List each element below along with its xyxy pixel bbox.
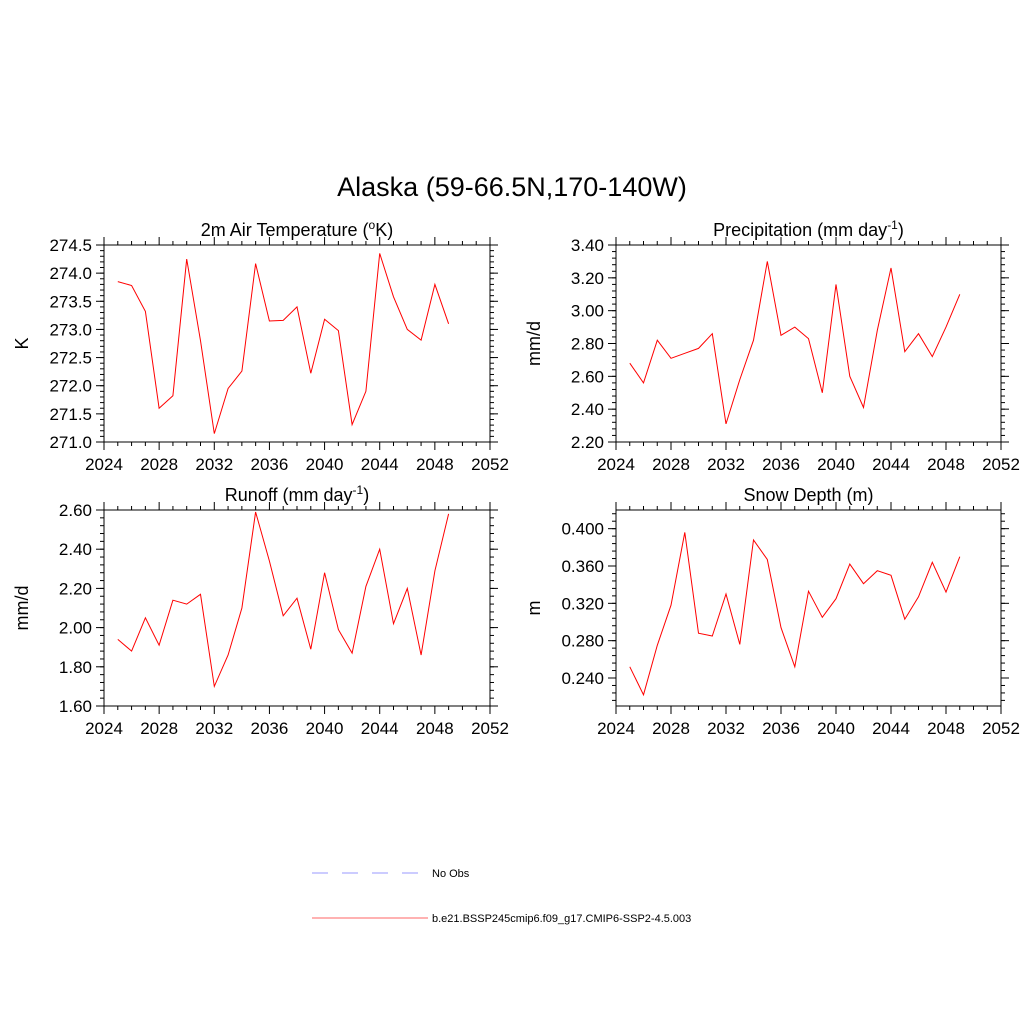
x-tick-label: 2028: [140, 455, 178, 474]
y-tick-label: 273.5: [49, 292, 92, 311]
x-tick-label: 2052: [982, 455, 1020, 474]
x-tick-label: 2048: [927, 455, 965, 474]
legend-label-no-obs: No Obs: [432, 868, 470, 880]
y-tick-label: 274.5: [49, 236, 92, 255]
y-tick-label: 2.20: [59, 579, 92, 598]
y-tick-label: 0.240: [561, 669, 604, 688]
x-tick-label: 2044: [872, 719, 910, 738]
x-tick-label: 2044: [361, 455, 399, 474]
panel-title: Runoff (mm day-1): [225, 483, 369, 505]
x-tick-label: 2044: [872, 455, 910, 474]
panel-1: 2024 2028 2032 2036 2040 2044 2048 2052 271.0 271…: [12, 218, 509, 474]
x-tick-label: 2040: [306, 455, 344, 474]
y-axis-label: K: [12, 337, 32, 349]
plot-frame: [103, 244, 491, 443]
y-tick-label: 3.20: [571, 269, 604, 288]
plot-frame: [615, 244, 1002, 443]
plot-frame: [103, 509, 491, 707]
y-tick-label: 2.60: [59, 501, 92, 520]
x-tick-label: 2032: [195, 455, 233, 474]
y-tick-label: 272.5: [49, 349, 92, 368]
y-tick-label: 2.20: [571, 433, 604, 452]
x-tick-label: 2040: [306, 719, 344, 738]
y-tick-label: 0.280: [561, 632, 604, 651]
y-tick-label: 0.360: [561, 557, 604, 576]
x-tick-label: 2048: [416, 455, 454, 474]
plot-frame: [615, 509, 1002, 707]
legend: No Obs b.e21.BSSP245cmip6.f09_g17.CMIP6-…: [312, 868, 691, 925]
panel-title: 2m Air Temperature (oK): [201, 218, 393, 240]
x-tick-label: 2052: [471, 455, 509, 474]
x-tick-label: 2036: [762, 719, 800, 738]
x-tick-label: 2036: [251, 455, 289, 474]
panel-2: 2024 2028 2032 2036 2040 2044 2048 2052 2.20 2.40…: [524, 218, 1020, 474]
y-tick-label: 3.00: [571, 302, 604, 321]
x-tick-label: 2024: [85, 455, 123, 474]
x-tick-label: 2028: [140, 719, 178, 738]
panel-3: 2024 2028 2032 2036 2040 2044 2048 2052 1.60 1.80…: [12, 483, 509, 738]
x-tick-label: 2032: [195, 719, 233, 738]
x-tick-label: 2032: [707, 719, 745, 738]
y-tick-label: 2.80: [571, 335, 604, 354]
x-tick-label: 2032: [707, 455, 745, 474]
y-tick-label: 271.0: [49, 433, 92, 452]
x-tick-label: 2028: [652, 719, 690, 738]
panel-title: Precipitation (mm day-1): [713, 218, 904, 240]
x-tick-label: 2040: [817, 719, 855, 738]
x-tick-label: 2028: [652, 455, 690, 474]
x-tick-label: 2024: [597, 719, 635, 738]
y-tick-label: 273.0: [49, 320, 92, 339]
x-tick-label: 2036: [251, 719, 289, 738]
panel-title: Snow Depth (m): [743, 485, 873, 505]
x-tick-label: 2024: [85, 719, 123, 738]
x-tick-label: 2048: [927, 719, 965, 738]
legend-label-model: b.e21.BSSP245cmip6.f09_g17.CMIP6-SSP2-4.…: [432, 913, 691, 925]
series-line: [629, 261, 961, 425]
y-tick-label: 2.40: [571, 400, 604, 419]
y-tick-label: 271.5: [49, 405, 92, 424]
y-tick-label: 2.40: [59, 540, 92, 559]
y-tick-label: 274.0: [49, 264, 92, 283]
y-axis-label: mm/d: [12, 586, 32, 631]
y-tick-label: 2.60: [571, 367, 604, 386]
y-tick-label: 2.00: [59, 619, 92, 638]
series-line: [117, 511, 450, 689]
series-line: [629, 532, 961, 697]
y-axis-label: m: [524, 601, 544, 616]
figure-title: Alaska (59-66.5N,170-140W): [337, 172, 687, 202]
y-tick-label: 272.0: [49, 377, 92, 396]
y-tick-label: 1.60: [59, 697, 92, 716]
x-tick-label: 2040: [817, 455, 855, 474]
y-tick-label: 1.80: [59, 658, 92, 677]
x-tick-label: 2024: [597, 455, 635, 474]
x-tick-label: 2048: [416, 719, 454, 738]
x-tick-label: 2044: [361, 719, 399, 738]
x-tick-label: 2036: [762, 455, 800, 474]
series-line: [117, 253, 450, 434]
y-tick-label: 0.320: [561, 594, 604, 613]
y-tick-label: 3.40: [571, 236, 604, 255]
x-tick-label: 2052: [982, 719, 1020, 738]
x-tick-label: 2052: [471, 719, 509, 738]
panel-4: 2024 2028 2032 2036 2040 2044 2048 2052 0.240 0.2…: [524, 485, 1020, 738]
y-axis-label: mm/d: [524, 321, 544, 366]
y-tick-label: 0.400: [561, 520, 604, 539]
